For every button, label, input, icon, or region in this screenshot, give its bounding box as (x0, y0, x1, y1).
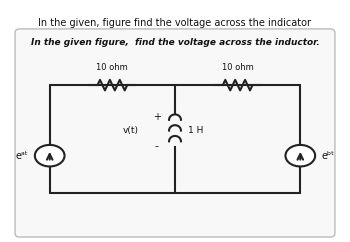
Circle shape (35, 145, 64, 166)
Text: v(t): v(t) (123, 126, 139, 135)
Circle shape (286, 145, 315, 166)
Text: eᵇᵗ: eᵇᵗ (322, 151, 335, 161)
Text: 10 ohm: 10 ohm (97, 63, 128, 72)
Text: 10 ohm: 10 ohm (222, 63, 253, 72)
FancyBboxPatch shape (15, 29, 335, 237)
Text: 1 H: 1 H (188, 126, 204, 135)
Text: -: - (155, 141, 159, 151)
Text: In the given figure,  find the voltage across the inductor.: In the given figure, find the voltage ac… (31, 38, 319, 47)
Text: eᵃᵗ: eᵃᵗ (15, 151, 28, 161)
Text: In the given, figure find the voltage across the indicator: In the given, figure find the voltage ac… (38, 18, 312, 28)
Text: +: + (153, 113, 161, 122)
